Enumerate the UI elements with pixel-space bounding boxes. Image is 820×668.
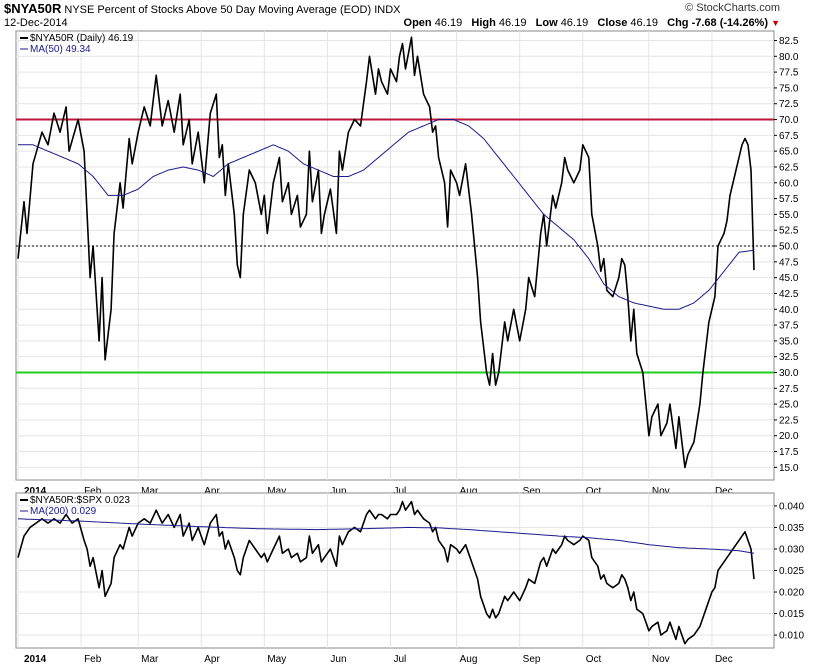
high-value: 46.19	[498, 17, 527, 29]
y-tick-label: 30.0	[779, 368, 799, 379]
y-tick-label: 0.025	[779, 566, 804, 577]
x-tick-label: Dec	[715, 486, 733, 497]
series-line--nya50r	[17, 36, 755, 469]
description: NYSE Percent of Stocks Above 50 Day Movi…	[64, 4, 372, 16]
x-tick-label: Sep	[523, 654, 541, 665]
legend-label: $NYA50R:$SPX 0.023	[30, 495, 130, 506]
exchange: INDX	[374, 4, 401, 16]
x-tick-label: Nov	[652, 654, 670, 665]
x-tick-label: Oct	[586, 486, 602, 497]
x-tick-label: Mar	[141, 486, 159, 497]
y-tick-label: 37.5	[779, 321, 799, 332]
x-tick-label: Oct	[586, 654, 602, 665]
y-tick-label: 0.035	[779, 523, 804, 534]
brand-watermark: © StockCharts.com	[685, 2, 780, 14]
x-tick-label: Apr	[204, 654, 220, 665]
y-tick-label: 77.5	[779, 68, 799, 79]
y-tick-label: 57.5	[779, 194, 799, 205]
y-tick-label: 40.0	[779, 305, 799, 316]
x-tick-label: Aug	[460, 654, 478, 665]
y-tick-label: 67.5	[779, 131, 799, 142]
y-tick-label: 32.5	[779, 352, 799, 363]
x-tick-label: Dec	[715, 654, 733, 665]
y-tick-label: 62.5	[779, 162, 799, 173]
series-line-ma-50-	[18, 119, 755, 310]
y-tick-label: 15.0	[779, 463, 799, 474]
series-line--nya50r-spx	[17, 500, 755, 645]
x-tick-label: Jun	[330, 654, 346, 665]
x-tick-label: Sep	[523, 486, 541, 497]
y-tick-label: 0.020	[779, 588, 804, 599]
panel-2: 2014 Feb Mar Apr May Jun Jul Aug Sep Oct Nov Dec 0.0…	[15, 492, 804, 665]
legend-label: MA(50) 49.34	[30, 44, 91, 55]
x-tick-label: Nov	[652, 486, 670, 497]
y-tick-label: 17.5	[779, 447, 799, 458]
x-tick-label: Feb	[84, 486, 102, 497]
open-label: Open	[403, 17, 432, 29]
y-tick-label: 52.5	[779, 226, 799, 237]
y-tick-label: 27.5	[779, 384, 799, 395]
high-label: High	[471, 17, 496, 29]
y-tick-label: 65.0	[779, 147, 799, 158]
x-tick-label: 2014	[24, 486, 47, 497]
chg-label: Chg	[667, 17, 689, 29]
y-tick-label: 80.0	[779, 52, 799, 63]
y-tick-label: 50.0	[779, 242, 799, 253]
y-tick-label: 70.0	[779, 115, 799, 126]
down-triangle-icon: ▼	[771, 18, 780, 28]
y-tick-label: 60.0	[779, 178, 799, 189]
x-tick-label: Mar	[141, 654, 159, 665]
chart-title: $NYA50R NYSE Percent of Stocks Above 50 …	[4, 1, 400, 16]
x-tick-label: Feb	[84, 654, 102, 665]
ohlc-readout: Open 46.19 High 46.19 Low 46.19 Close 46…	[404, 17, 780, 29]
low-label: Low	[535, 17, 558, 29]
x-tick-label: Aug	[460, 486, 478, 497]
x-tick-label: Apr	[204, 486, 220, 497]
y-tick-label: 35.0	[779, 336, 799, 347]
x-tick-label: Jul	[394, 654, 407, 665]
low-value: 46.19	[560, 17, 589, 29]
x-tick-label: Jun	[330, 486, 346, 497]
y-tick-label: 45.0	[779, 273, 799, 284]
y-tick-label: 0.010	[779, 631, 804, 642]
legend-label: $NYA50R (Daily) 46.19	[30, 33, 134, 44]
y-tick-label: 82.5	[779, 36, 799, 47]
y-tick-label: 0.015	[779, 609, 804, 620]
x-tick-label: 2014	[24, 654, 47, 665]
symbol: $NYA50R	[4, 1, 62, 16]
y-tick-label: 75.0	[779, 83, 799, 94]
close-value: 46.19	[630, 17, 658, 29]
y-tick-label: 22.5	[779, 415, 799, 426]
chart-date: 12-Dec-2014	[4, 17, 68, 29]
close-label: Close	[597, 17, 628, 29]
x-tick-label: May	[267, 654, 286, 665]
y-tick-label: 25.0	[779, 400, 799, 411]
panel-frame	[15, 30, 775, 481]
y-tick-label: 20.0	[779, 431, 799, 442]
x-tick-label: May	[267, 486, 286, 497]
y-tick-label: 47.5	[779, 257, 799, 268]
chg-value: -7.68 (-14.26%)	[691, 17, 769, 29]
series-line-ma-200-	[17, 518, 755, 554]
y-tick-label: 55.0	[779, 210, 799, 221]
panel-1: 2014 Feb Mar Apr May Jun Jul Aug Sep Oct Nov Dec 82.…	[15, 30, 799, 497]
legend-label: MA(200) 0.029	[30, 506, 97, 517]
y-tick-label: 0.030	[779, 544, 804, 555]
y-tick-label: 0.040	[779, 501, 804, 512]
x-tick-label: Jul	[394, 486, 407, 497]
y-tick-label: 72.5	[779, 99, 799, 110]
open-value: 46.19	[434, 17, 463, 29]
y-tick-label: 42.5	[779, 289, 799, 300]
